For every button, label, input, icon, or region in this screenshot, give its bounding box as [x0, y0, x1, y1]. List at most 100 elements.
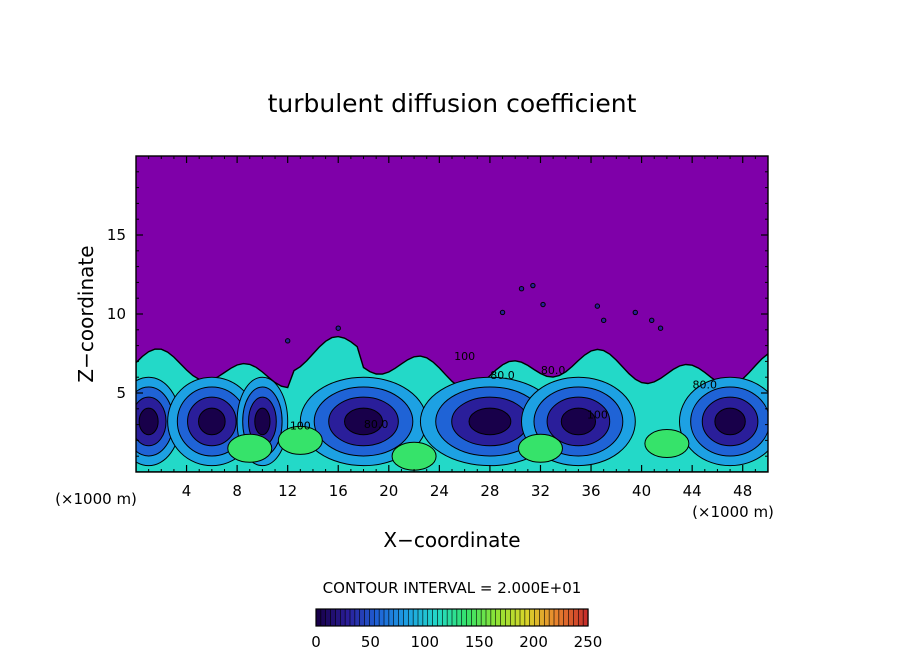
contour-label: 80.0: [490, 369, 515, 382]
speck-contour: [657, 325, 664, 331]
colorbar-segment: [373, 608, 380, 627]
x-tick-label: 4: [182, 482, 192, 500]
contour-interval-text: CONTOUR INTERVAL = 2.000E+01: [323, 579, 582, 597]
colorbar-segment: [398, 608, 405, 627]
x-tick-label: 48: [733, 482, 752, 500]
colorbar-segment: [543, 608, 550, 627]
colorbar-segment: [407, 608, 414, 627]
x-unit-left: (×1000 m): [55, 490, 137, 508]
eddy-contour: [254, 407, 271, 436]
speck-contour: [335, 325, 341, 331]
plot-area: 100 80.0 100 80.0 80.0 100 80.0: [135, 155, 769, 473]
colorbar: 0 50 100 150 200 250: [311, 608, 603, 651]
eddy-contour: [344, 407, 384, 436]
x-tick-label: 20: [379, 482, 398, 500]
colorbar-segment: [514, 608, 521, 627]
y-axis: 5 10 15: [107, 171, 768, 457]
y-axis-label: Z−coordinate: [74, 245, 98, 382]
colorbar-segment: [403, 608, 409, 627]
colorbar-segment: [446, 608, 453, 627]
colorbar-segment: [539, 608, 545, 627]
colorbar-segment: [432, 608, 439, 627]
eddy-contour: [138, 407, 159, 436]
colorbar-segment: [315, 608, 322, 627]
colorbar-segment: [461, 608, 468, 627]
colorbar-segment: [553, 608, 560, 627]
colorbar-segment: [417, 608, 424, 627]
colorbar-segment: [451, 608, 458, 627]
x-tick-label: 8: [232, 482, 242, 500]
colorbar-segment: [563, 608, 570, 627]
speck-contour: [632, 309, 638, 316]
colorbar-segment: [485, 608, 492, 627]
colorbar-segment: [339, 608, 346, 627]
colorbar-segment: [568, 608, 575, 627]
colorbar-segment: [524, 608, 531, 627]
colorbar-segment: [344, 608, 351, 627]
colorbar-segment: [519, 608, 526, 627]
x-tick-label: 24: [430, 482, 449, 500]
colorbar-segment: [427, 608, 434, 627]
eddy-contour: [714, 407, 746, 436]
contour-label: 80.0: [693, 378, 718, 391]
colorbar-segment: [422, 608, 429, 627]
colorbar-segment: [388, 608, 395, 627]
colorbar-segment: [335, 608, 341, 627]
colorbar-tick-label: 250: [574, 633, 603, 651]
colorbar-tick-label: 200: [519, 633, 548, 651]
colorbar-segment: [480, 608, 487, 627]
colorbar-segment: [509, 608, 516, 627]
eddy-contour: [560, 407, 597, 436]
x-tick-label: 36: [581, 482, 600, 500]
colorbar-tick-label: 100: [410, 633, 439, 651]
y-tick-label: 5: [116, 384, 126, 402]
colorbar-segment: [505, 608, 511, 627]
colorbar-segment: [534, 608, 541, 627]
filament-contour: [277, 425, 323, 455]
colorbar-segment: [456, 608, 463, 627]
x-axis: 4 8 12 16 20 24 28 32 36 40 44 48: [148, 156, 756, 500]
filament-contour: [644, 429, 690, 459]
colorbar-segment: [471, 608, 477, 627]
colorbar-segment: [383, 608, 390, 627]
speck-contour: [594, 303, 601, 309]
colorbar-segment: [529, 608, 536, 627]
colorbar-segment: [349, 608, 356, 627]
filament-contour: [517, 433, 563, 463]
x-unit-right: (×1000 m): [692, 503, 774, 521]
x-tick-label: 16: [329, 482, 348, 500]
contour-label: 100: [587, 408, 608, 421]
colorbar-segment: [369, 608, 375, 627]
colorbar-tick-label: 0: [311, 633, 321, 651]
colorbar-segment: [490, 608, 497, 627]
speck-contour: [540, 301, 546, 308]
colorbar-segment: [325, 608, 332, 627]
x-tick-label: 40: [632, 482, 651, 500]
colorbar-tick-label: 150: [465, 633, 494, 651]
chart-title: turbulent diffusion coefficient: [268, 89, 637, 118]
y-tick-label: 10: [107, 305, 126, 323]
x-axis-label: X−coordinate: [383, 528, 520, 552]
x-tick-label: 12: [278, 482, 297, 500]
x-tick-label: 44: [683, 482, 702, 500]
colorbar-segment: [466, 608, 473, 627]
colorbar-segment: [364, 608, 371, 627]
colorbar-segment: [500, 608, 507, 627]
colorbar-segment: [475, 608, 482, 627]
colorbar-segment: [558, 608, 565, 627]
filament-contour: [391, 441, 437, 471]
colorbar-segment: [393, 608, 400, 627]
x-tick-label: 32: [531, 482, 550, 500]
colorbar-segment: [354, 608, 361, 627]
colorbar-segment: [359, 608, 366, 627]
colorbar-segment: [320, 608, 327, 627]
y-tick-label: 15: [107, 226, 126, 244]
colorbar-frame: [315, 608, 589, 627]
colorbar-segment: [548, 608, 555, 627]
eddy-contour: [468, 407, 512, 436]
speck-contour: [499, 309, 506, 316]
colorbar-segment: [495, 608, 502, 627]
contour-label: 100: [290, 419, 311, 432]
colorbar-segment: [330, 608, 337, 627]
